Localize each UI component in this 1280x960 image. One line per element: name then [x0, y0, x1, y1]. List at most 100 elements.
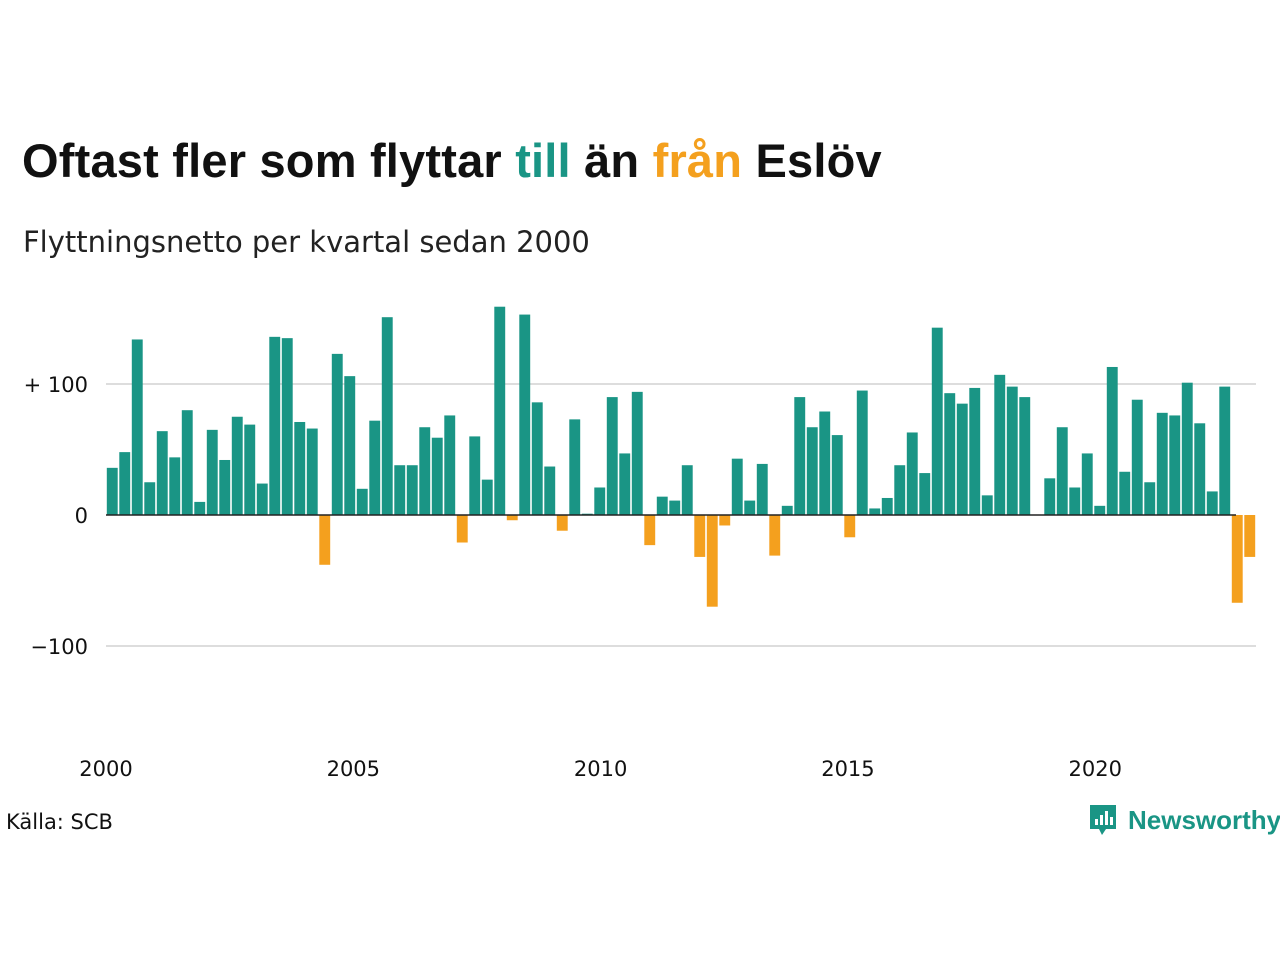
bar [506, 515, 518, 521]
bar [481, 479, 493, 515]
bar [369, 420, 381, 515]
x-tick-label: 2010 [574, 757, 627, 781]
y-tick-label: + 100 [24, 373, 88, 397]
bar [719, 515, 731, 526]
bar [656, 496, 668, 515]
x-tick-label: 2000 [79, 757, 132, 781]
bar [106, 467, 118, 515]
bar [419, 427, 431, 515]
bar [431, 437, 443, 515]
bar [769, 515, 781, 556]
bar [606, 397, 618, 515]
bar [1019, 397, 1031, 515]
bar [194, 501, 206, 515]
bar [294, 421, 306, 515]
bar [944, 393, 956, 515]
brand-name: Newsworthy [1128, 804, 1280, 835]
bar [1069, 487, 1081, 515]
bar-chart: + 100 0 −100 2000 2005 2010 2015 2020 [24, 306, 1256, 781]
bar [181, 410, 193, 515]
bar [856, 390, 868, 515]
y-tick-label: 0 [75, 504, 88, 528]
bar [969, 387, 981, 515]
chart-title: Oftast fler som flyttar till än från Esl… [22, 131, 882, 191]
bar [1081, 453, 1093, 515]
bar [219, 459, 231, 515]
bar [556, 515, 568, 531]
bar [644, 515, 656, 546]
newsworthy-logo-icon [1090, 805, 1116, 835]
x-tick-label: 2020 [1069, 757, 1122, 781]
bar [319, 515, 331, 565]
bar [169, 457, 181, 515]
y-tick-label: −100 [30, 635, 88, 659]
bar [444, 415, 456, 515]
bar [269, 336, 281, 515]
bar [156, 431, 168, 515]
bar [531, 402, 543, 515]
bar [456, 515, 468, 543]
chart-subtitle: Flyttningsnetto per kvartal sedan 2000 [23, 225, 590, 259]
bar [894, 465, 906, 515]
bar [494, 306, 506, 515]
bar [1219, 386, 1231, 515]
bar [1044, 478, 1056, 515]
bar [394, 465, 406, 515]
bar [1106, 366, 1118, 515]
bar [1194, 423, 1206, 515]
title-part-2: än [570, 134, 653, 187]
bar [519, 314, 531, 515]
bar [1144, 482, 1156, 515]
bar [1169, 415, 1181, 515]
bar [1119, 471, 1131, 515]
bar [669, 500, 681, 515]
brand-logo: Newsworthy [1088, 803, 1280, 837]
bar [619, 453, 631, 515]
bar [794, 397, 806, 515]
bar [931, 327, 943, 515]
bar [706, 515, 718, 607]
bars [106, 306, 1256, 607]
bar [744, 500, 756, 515]
bar [631, 391, 643, 515]
bar [831, 435, 843, 515]
bar [331, 353, 343, 515]
bar [1056, 427, 1068, 515]
bar [694, 515, 706, 557]
bar [1094, 505, 1106, 515]
bar [1244, 515, 1256, 557]
bar [1231, 515, 1243, 603]
title-highlight-fran: från [652, 134, 743, 187]
bar [731, 458, 743, 515]
bar [344, 376, 356, 515]
title-part-3: Eslöv [742, 134, 882, 187]
bar [781, 505, 793, 515]
bar [681, 465, 693, 515]
bar [244, 424, 256, 515]
bar [919, 473, 931, 515]
bar [119, 452, 131, 515]
bar [819, 411, 831, 515]
gridlines [106, 383, 1256, 647]
bar [844, 515, 856, 538]
bar [756, 463, 768, 515]
bar [256, 483, 268, 515]
bar [356, 488, 368, 515]
source-note: Källa: SCB [6, 810, 113, 834]
bar [906, 432, 918, 515]
bar [206, 429, 218, 515]
bar [1181, 382, 1193, 515]
bar [881, 497, 893, 515]
bar [994, 374, 1006, 515]
bar [869, 508, 881, 515]
bar [306, 428, 318, 515]
title-part-1: Oftast fler som flyttar [22, 134, 516, 187]
x-tick-label: 2005 [327, 757, 380, 781]
bar [469, 436, 481, 515]
bar [381, 317, 393, 515]
bar [956, 403, 968, 515]
bar [131, 339, 143, 515]
bar [231, 416, 243, 515]
bar [406, 465, 418, 515]
bar [281, 338, 293, 515]
